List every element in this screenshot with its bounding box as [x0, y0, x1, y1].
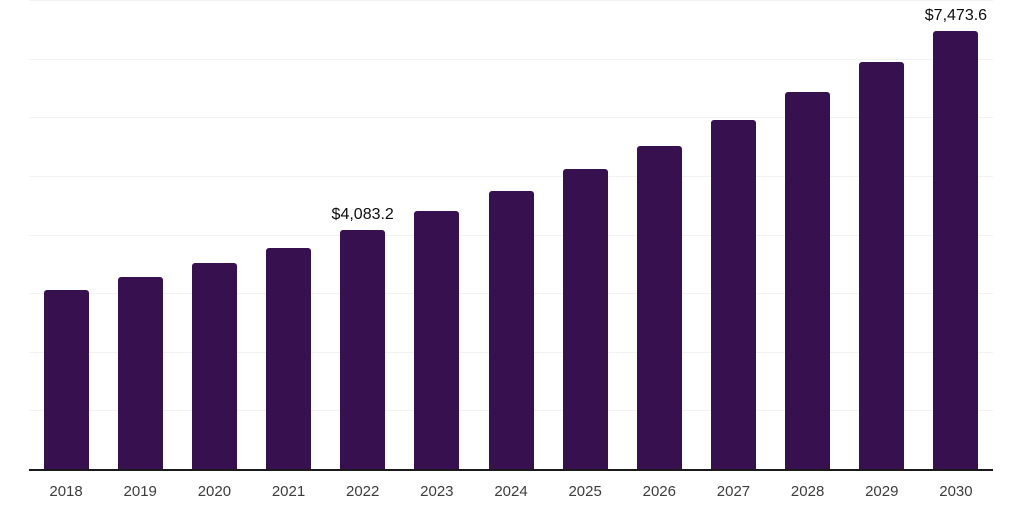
x-tick-label: 2024	[494, 483, 528, 500]
x-tick-label: 2021	[271, 483, 306, 500]
x-tick-label: 2026	[642, 483, 676, 500]
x-tick-label: 2025	[568, 483, 602, 500]
x-tick-label: 2027	[716, 483, 751, 500]
bar-2023	[414, 211, 460, 469]
bar-2024	[488, 191, 534, 469]
x-tick-label: 2019	[123, 483, 157, 500]
bar-2021	[266, 247, 312, 469]
gridline	[29, 117, 993, 119]
bar-2025	[562, 169, 608, 469]
bar-2026	[636, 146, 682, 469]
bar-2022	[340, 229, 386, 469]
x-tick-label: 2030	[939, 483, 973, 500]
x-tick-label: 2023	[420, 483, 454, 500]
bar-2030	[933, 30, 979, 469]
gridline	[29, 58, 993, 60]
x-tick-label: 2018	[49, 483, 83, 500]
bar-2020	[191, 263, 237, 469]
bar-2028	[785, 92, 831, 469]
bar-2019	[117, 277, 163, 469]
x-tick-label: 2029	[865, 483, 899, 500]
x-tick-label: 2022	[346, 483, 380, 500]
bar-2018	[43, 290, 89, 469]
bar-2029	[859, 62, 905, 469]
x-tick-label: 2028	[790, 483, 825, 500]
gridline	[29, 175, 993, 177]
bar-value-label: $4,083.2	[331, 205, 394, 223]
bar-value-label: $7,473.6	[924, 6, 988, 24]
plot-area	[29, 0, 993, 471]
bar-2027	[710, 120, 756, 469]
x-tick-label: 2020	[197, 483, 232, 500]
gridline	[29, 0, 993, 1]
